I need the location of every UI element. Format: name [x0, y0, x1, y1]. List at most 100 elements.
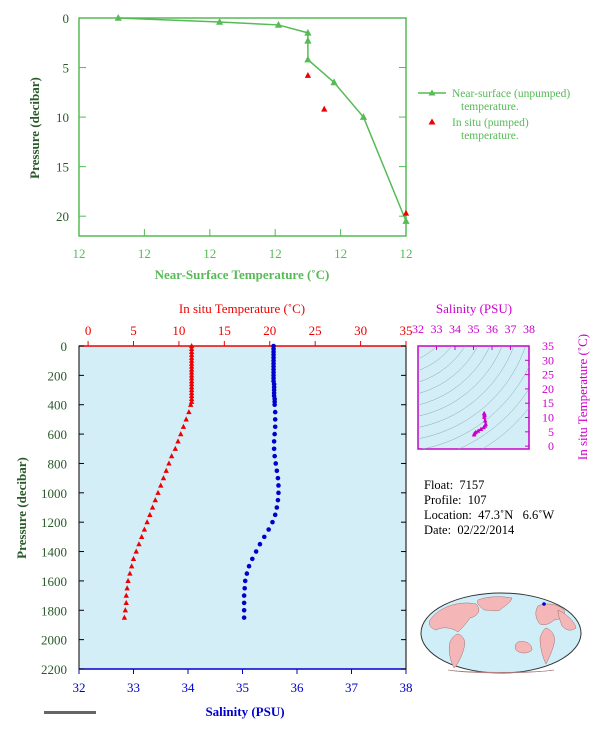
temperature-tick-label: 0	[85, 323, 92, 338]
salinity-point	[272, 424, 278, 430]
top-y-axis: 0 5 10 15 20	[56, 11, 406, 224]
temperature-point	[124, 585, 130, 591]
world-map-icon	[420, 592, 582, 674]
temperature-tick-label: 35	[400, 323, 413, 338]
salinity-point	[272, 409, 278, 415]
temperature-salinity-profile-chart: 0200400600800100012001400160018002000220…	[14, 301, 413, 719]
salinity-point	[253, 549, 259, 554]
near-surface-point	[274, 20, 283, 28]
temperature-point	[188, 389, 195, 396]
temperature-point	[180, 423, 187, 429]
temperature-point	[141, 526, 148, 532]
salinity-point	[246, 563, 252, 569]
pressure-tick-label: 1600	[41, 574, 67, 589]
salinity-point	[270, 519, 275, 525]
ts-temperature-label: In situ Temperature (˚C)	[575, 334, 590, 460]
ts-point	[481, 425, 486, 430]
top-y-tick-label: 5	[63, 61, 70, 76]
ts-salinity-label: Salinity (PSU)	[436, 301, 512, 316]
top-y-tick-label: 0	[63, 11, 70, 26]
salinity-tick-label: 35	[236, 680, 249, 695]
near-surface-point	[330, 78, 338, 86]
temperature-point	[163, 467, 169, 473]
ts-temperature-tick-label: 25	[542, 368, 554, 382]
ts-temperature-tick-label: 0	[548, 439, 554, 453]
ts-temperature-tick-label: 10	[542, 411, 554, 425]
in-situ-point	[304, 71, 312, 78]
temperature-point	[188, 369, 195, 375]
temperature-point	[175, 438, 181, 444]
temperature-point	[172, 445, 178, 451]
footer-mark	[44, 711, 96, 714]
salinity-point	[272, 431, 277, 437]
pressure-tick-label: 600	[48, 427, 68, 442]
temperature-point	[152, 497, 158, 503]
in-situ-point	[321, 105, 328, 112]
top-x-tick-label: 12	[73, 246, 86, 261]
temperature-point	[166, 460, 172, 466]
temperature-point	[128, 563, 135, 569]
pressure-tick-label: 2000	[41, 633, 67, 648]
temperature-point	[133, 548, 139, 554]
temperature-tick-label: 5	[130, 323, 137, 338]
temperature-point	[138, 533, 145, 539]
near-surface-point	[114, 14, 122, 21]
pressure-tick-label: 800	[48, 456, 68, 471]
temperature-point	[160, 475, 167, 481]
temperature-tick-label: 15	[218, 323, 231, 338]
near-surface-temperature-chart: 0 5 10 15 20 12 12 12 12 12 12 Near-Surface Tempe…	[27, 11, 570, 282]
temperature-point	[123, 592, 129, 598]
ts-temperature-tick-label: 5	[548, 425, 554, 439]
temperature-axis-label: In situ Temperature (˚C)	[179, 301, 305, 316]
ts-panel	[417, 345, 530, 450]
temperature-point	[155, 489, 161, 495]
top-x-tick-label: 12	[138, 246, 151, 261]
salinity-point	[274, 505, 280, 510]
ts-temperature-tick-label: 15	[542, 396, 554, 410]
salinity-axis: 32 33 34 35 36 37 38	[73, 669, 413, 695]
temperature-point	[186, 409, 192, 415]
top-legend: Near-surface (unpumped) temperature. In …	[418, 88, 570, 142]
ts-salinity-axis: 32 33 34 35 36 37 38	[412, 322, 535, 350]
salinity-point	[275, 475, 281, 481]
top-y-tick-label: 20	[56, 209, 69, 224]
salinity-point	[242, 578, 248, 584]
temperature-point	[125, 577, 131, 584]
near-surface-point	[402, 217, 410, 224]
float-location-marker	[542, 602, 546, 606]
salinity-point	[272, 512, 278, 518]
top-y-tick-label: 15	[56, 160, 69, 175]
salinity-point	[271, 439, 277, 444]
near-surface-point	[216, 17, 224, 25]
ts-point	[481, 414, 487, 419]
salinity-point	[276, 483, 281, 488]
temperature-point	[188, 343, 195, 349]
pressure-tick-label: 1000	[41, 486, 67, 501]
temperature-point	[183, 416, 189, 422]
ts-salinity-tick-label: 35	[468, 322, 480, 336]
salinity-point	[250, 556, 255, 562]
temperature-point	[121, 614, 128, 620]
salinity-point	[275, 497, 281, 503]
near-surface-point	[304, 28, 312, 36]
float-id: Float: 7157	[424, 478, 485, 492]
temperature-profile	[121, 343, 195, 620]
temperature-point	[168, 453, 175, 459]
pressure-axis: 0 200 400 600 800 1000 1200 1400 1600 1800 2000 220…	[41, 339, 406, 677]
top-x-axis: 12 12 12 12 12 12	[73, 229, 413, 261]
temperature-point	[188, 378, 195, 384]
legend-triangle-red	[428, 118, 436, 125]
ts-point	[475, 428, 481, 433]
legend-in-situ-label-1: In situ (pumped)	[452, 117, 529, 129]
temperature-point	[149, 504, 156, 510]
ts-points	[471, 411, 488, 437]
temperature-point	[188, 345, 195, 352]
temperature-point	[136, 541, 142, 547]
location: Location: 47.3˚N 6.6˚W	[424, 508, 555, 522]
pressure-axis-label: Pressure (decibar)	[14, 457, 29, 559]
salinity-tick-label: 38	[400, 680, 413, 695]
legend-in-situ-label-2: temperature.	[461, 130, 519, 142]
salinity-point	[241, 615, 247, 620]
